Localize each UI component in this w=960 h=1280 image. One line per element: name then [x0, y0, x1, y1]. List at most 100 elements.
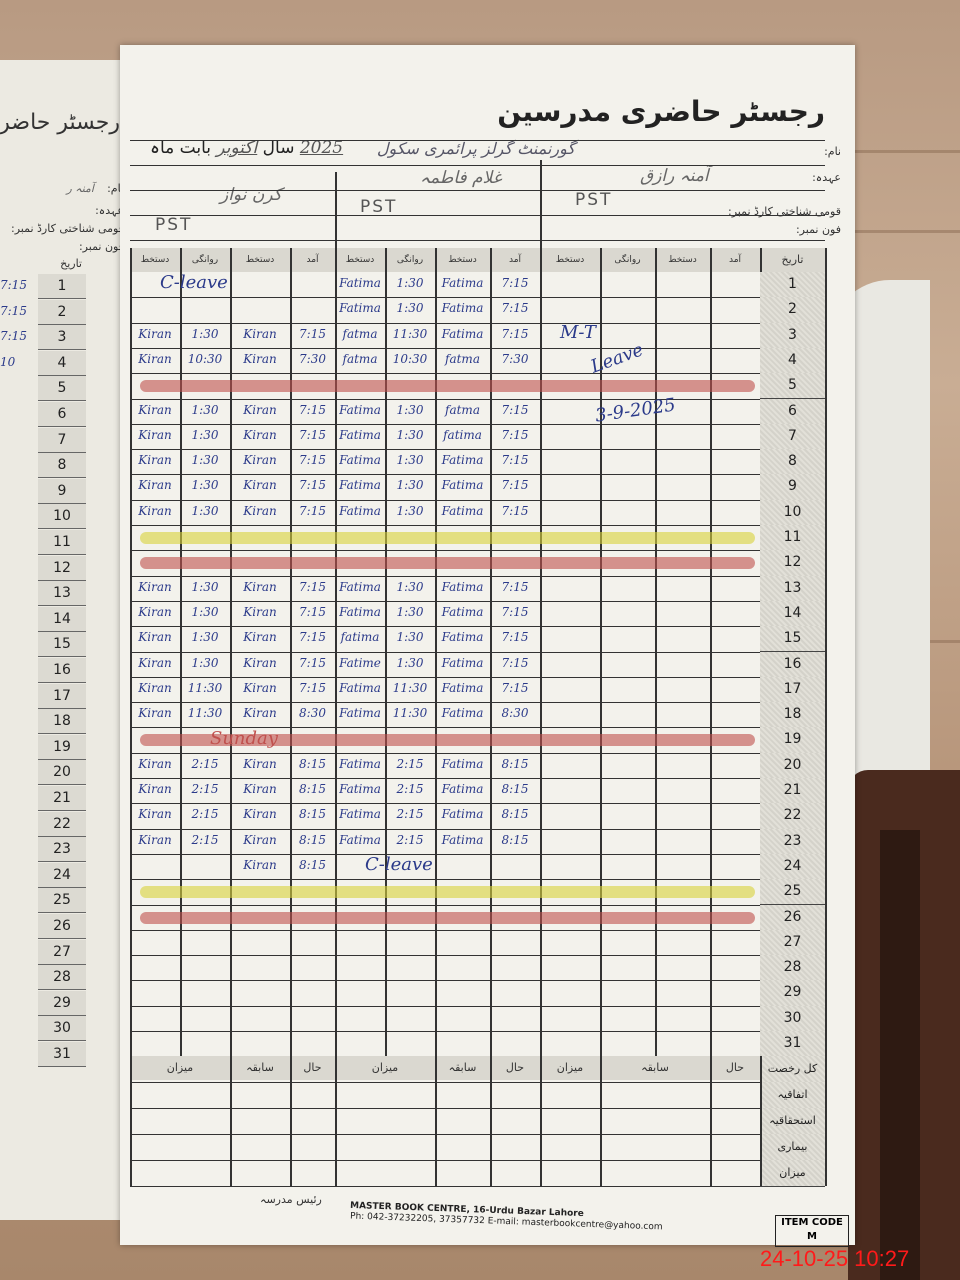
- row-rule: [130, 929, 760, 931]
- attendance-arrival-sign: Fatima: [441, 832, 484, 847]
- attendance-departure-sign: Fatima: [339, 782, 381, 796]
- left-name-label: نام:: [107, 182, 124, 195]
- summary-column-line: [710, 1056, 712, 1187]
- left-date-cell: 1: [38, 274, 86, 299]
- cnic-label: قومی شناختی کارڈ نمبر:: [728, 205, 841, 218]
- attendance-departure-sign: Kiran: [138, 756, 172, 771]
- summary-column-line: [490, 1056, 492, 1187]
- row-rule: [130, 322, 760, 324]
- attendance-departure: 1:30: [396, 655, 424, 670]
- summary-header: سابقہ: [600, 1056, 711, 1081]
- left-date-cell: 16: [38, 658, 86, 683]
- attendance-departure-sign: Fatima: [339, 301, 381, 316]
- name-area-rule: [130, 240, 825, 241]
- attendance-departure: 2:15: [191, 832, 219, 847]
- attendance-departure: 1:30: [396, 402, 424, 417]
- attendance-arrival: 7:15: [299, 630, 326, 645]
- attendance-departure: 1:30: [396, 503, 424, 518]
- attendance-departure-sign: Kiran: [138, 453, 172, 468]
- date-cell: 2: [760, 297, 825, 324]
- summary-header: سابقہ: [230, 1056, 291, 1081]
- attendance-departure: 2:15: [396, 756, 424, 771]
- leave-note: C-leave: [365, 853, 433, 875]
- sunday-marker-band: [140, 911, 755, 924]
- attendance-departure: 1:30: [396, 630, 424, 645]
- attendance-arrival: 8:15: [299, 832, 326, 847]
- attendance-departure-sign: Fatime: [339, 655, 381, 670]
- summary-header: میزان: [540, 1056, 601, 1081]
- left-time-entry: 7:15: [0, 278, 27, 292]
- year-value: 2025: [299, 138, 344, 158]
- date-cell: 28: [760, 955, 825, 982]
- date-cell: 24: [760, 853, 825, 881]
- left-designation-label: عہدہ:: [95, 204, 124, 217]
- attendance-departure: 1:30: [396, 453, 424, 468]
- attendance-arrival-sign: Kiran: [243, 857, 277, 872]
- left-page: رجسٹر حاضر نام: آمنہ ر عہدہ: قومی شناختی…: [0, 60, 135, 1220]
- summary-row-label: اتفاقیہ: [760, 1082, 825, 1110]
- attendance-departure: 11:30: [187, 680, 223, 695]
- attendance-arrival: 8:15: [501, 756, 529, 771]
- name-area-rule: [130, 165, 825, 166]
- date-cell: 30: [760, 1005, 825, 1032]
- column-header-arrival: آمد: [710, 248, 761, 272]
- attendance-departure-sign: Fatima: [339, 680, 381, 695]
- attendance-departure: 1:30: [396, 301, 424, 316]
- row-rule: [130, 752, 760, 754]
- attendance-departure: 1:30: [191, 604, 219, 619]
- attendance-arrival: 8:15: [501, 782, 529, 796]
- attendance-arrival-sign: Kiran: [243, 402, 277, 417]
- teacher-1-designation: PST: [575, 190, 613, 210]
- attendance-departure-sign: Fatima: [339, 276, 381, 290]
- row-rule: [130, 347, 760, 349]
- attendance-departure-sign: fatma: [342, 351, 378, 366]
- left-date-cell: 25: [38, 888, 86, 914]
- teacher-1-name: آمنہ رازق: [640, 166, 709, 186]
- principal-signature-label: رئیس مدرسہ: [260, 1193, 322, 1206]
- row-rule: [130, 778, 760, 779]
- attendance-departure: 2:15: [191, 756, 219, 771]
- attendance-arrival-sign: Kiran: [243, 503, 277, 518]
- attendance-departure-sign: Fatima: [339, 832, 381, 847]
- row-rule: [130, 727, 760, 729]
- summary-row-label: بیماری: [760, 1134, 825, 1162]
- attendance-departure: 1:30: [191, 427, 219, 442]
- attendance-departure-sign: Fatima: [339, 427, 381, 442]
- attendance-arrival-sign: Fatima: [441, 655, 484, 670]
- row-rule: [130, 803, 760, 805]
- summary-row-label: کل رخصت: [760, 1056, 825, 1084]
- summary-row-label: استحقاقیہ: [760, 1108, 825, 1136]
- attendance-departure: 11:30: [392, 706, 428, 721]
- sunday-note: Sunday: [210, 728, 278, 750]
- sunday-marker-band: [140, 734, 755, 747]
- attendance-departure: 11:30: [392, 680, 428, 695]
- row-rule: [130, 600, 760, 602]
- attendance-arrival: 8:30: [501, 706, 529, 721]
- attendance-arrival: 7:15: [501, 655, 529, 670]
- row-rule: [130, 525, 760, 526]
- attendance-arrival-sign: Kiran: [243, 478, 277, 493]
- summary-column-line: [540, 1056, 542, 1187]
- left-name-value: آمنہ ر: [66, 182, 94, 195]
- wood-grain: [830, 230, 960, 233]
- attendance-arrival: 7:15: [501, 680, 529, 695]
- attendance-arrival-sign: Fatima: [441, 706, 484, 721]
- summary-column-line: [760, 1056, 762, 1187]
- attendance-arrival-sign: Fatima: [441, 276, 484, 290]
- phone-label: فون نمبر:: [795, 223, 841, 236]
- date-cell: 6: [760, 398, 825, 425]
- attendance-departure: 2:15: [396, 832, 424, 847]
- attendance-arrival-sign: Fatima: [441, 680, 484, 695]
- row-rule: [130, 1031, 760, 1032]
- row-rule: [130, 449, 760, 451]
- attendance-arrival: 8:15: [299, 807, 326, 822]
- date-cell: 23: [760, 828, 825, 855]
- summary-rule: [130, 1134, 760, 1136]
- date-cell: 1: [760, 272, 825, 299]
- attendance-arrival-sign: Fatima: [441, 604, 484, 619]
- attendance-departure-sign: Kiran: [138, 680, 172, 695]
- summary-header: حال: [290, 1056, 336, 1081]
- attendance-departure: 1:30: [396, 276, 424, 290]
- teacher-2-designation: PST: [360, 197, 398, 217]
- attendance-arrival-sign: Kiran: [243, 579, 277, 594]
